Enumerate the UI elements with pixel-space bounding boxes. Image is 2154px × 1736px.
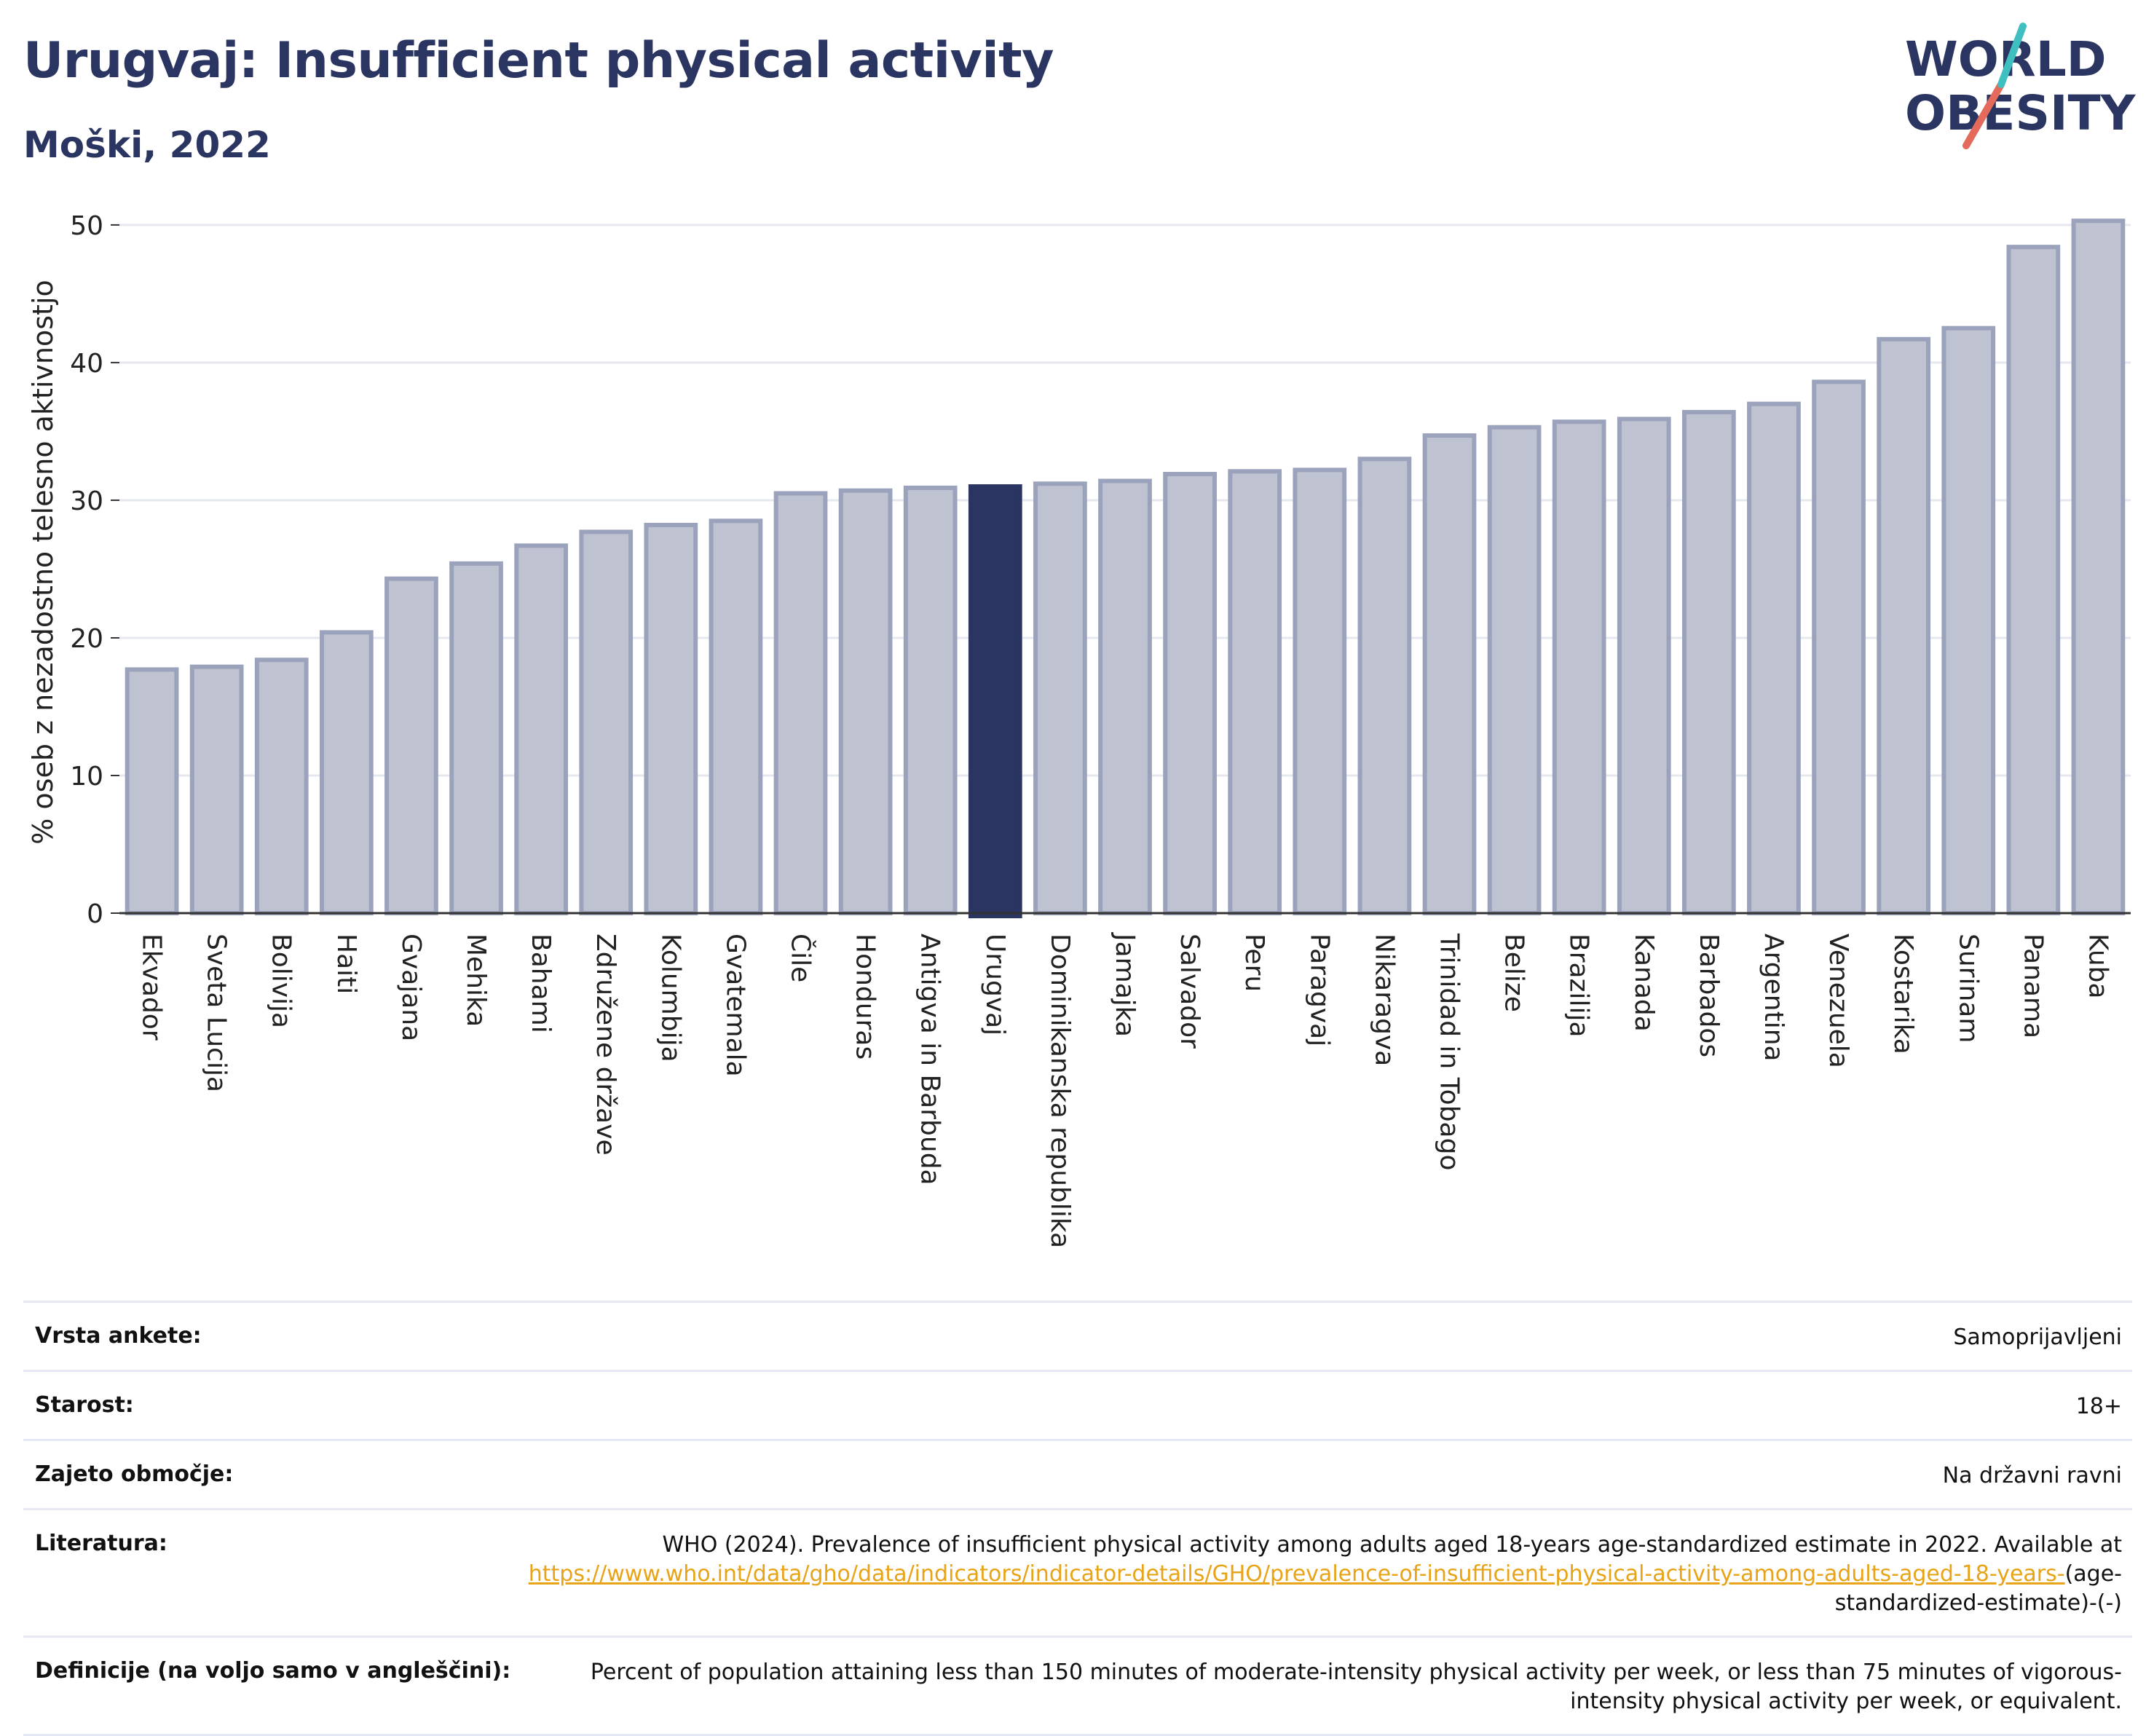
y-tick-label-50: 50 bbox=[70, 211, 103, 241]
x-tick-label: Bolivija bbox=[267, 934, 296, 1028]
info-row-definition: Definicije (na voljo samo v angleščini):… bbox=[23, 1636, 2132, 1736]
y-tick-label-10: 10 bbox=[70, 762, 103, 792]
bar-kuba bbox=[2071, 218, 2126, 915]
x-tick-label: Barbados bbox=[1694, 934, 1724, 1057]
x-tick-label: Dominikanska republika bbox=[1045, 934, 1075, 1248]
bar-nikaragva bbox=[1357, 457, 1412, 915]
bar-antigva-in-barbuda bbox=[903, 485, 958, 915]
bar-panama bbox=[2006, 245, 2061, 916]
bar-peru bbox=[1228, 469, 1282, 915]
bar-jamajka bbox=[1098, 478, 1152, 915]
x-tick-label: Mehika bbox=[461, 934, 491, 1027]
bar-bolivija bbox=[254, 658, 309, 915]
chart-subtitle: Moški, 2022 bbox=[23, 124, 271, 166]
x-tick-label: Argentina bbox=[1759, 934, 1788, 1062]
x-tick-label: Surinam bbox=[1953, 934, 1983, 1043]
x-tick-label: Peru bbox=[1239, 934, 1269, 992]
world-obesity-logo: WORLD OBESITY bbox=[1905, 23, 2137, 149]
age-value: 18+ bbox=[2075, 1394, 2122, 1419]
x-tick-label: Brazilija bbox=[1564, 934, 1594, 1038]
bar-mehika bbox=[449, 561, 503, 915]
coverage-value: Na državni ravni bbox=[1942, 1463, 2122, 1488]
bar-dominikanska-republika bbox=[1033, 481, 1087, 915]
bar-ekvador bbox=[125, 667, 179, 915]
bar-gvajana bbox=[384, 576, 438, 916]
logo-slash-coral bbox=[1962, 81, 2005, 149]
bar-chart: 0 10 20 30 40 50 % oseb z nezadostno telesno a… bbox=[27, 211, 2131, 1248]
x-tick-label: Urugvaj bbox=[980, 934, 1010, 1035]
x-tick-label: Sveta Lucija bbox=[202, 934, 232, 1092]
chart-title: Urugvaj: Insufficient physical activity bbox=[23, 32, 1054, 90]
bar-salvador bbox=[1163, 472, 1217, 915]
x-tick-label: Nikaragva bbox=[1369, 934, 1399, 1066]
info-row-reference: Literatura: WHO (2024). Prevalence of in… bbox=[23, 1508, 2132, 1636]
x-tick-label: Trinidad in Tobago bbox=[1434, 933, 1464, 1170]
x-tick-label: Jamajka bbox=[1110, 932, 1140, 1037]
bar-čile bbox=[773, 491, 828, 915]
bar-honduras bbox=[838, 488, 893, 915]
bar-bahami bbox=[514, 543, 568, 915]
x-tick-label: Belize bbox=[1499, 934, 1529, 1012]
reference-text: WHO (2024). Prevalence of insufficient p… bbox=[662, 1532, 2122, 1558]
x-tick-label: Haiti bbox=[331, 934, 361, 994]
age-label: Starost: bbox=[35, 1392, 134, 1418]
x-tick-label: Kuba bbox=[2083, 934, 2112, 999]
bar-haiti bbox=[319, 630, 374, 916]
reference-label: Literatura: bbox=[35, 1531, 167, 1556]
info-row-age: Starost: 18+ bbox=[23, 1370, 2132, 1439]
survey-type-label: Vrsta ankete: bbox=[35, 1323, 202, 1349]
y-tick-label-40: 40 bbox=[70, 349, 103, 379]
bar-venezuela bbox=[1812, 379, 1866, 915]
x-tick-label: Gvatemala bbox=[720, 934, 750, 1077]
bar-kolumbija bbox=[644, 522, 698, 915]
bar-kostarika bbox=[1877, 336, 1931, 916]
bar-trinidad-in-tobago bbox=[1422, 433, 1477, 915]
y-axis-label: % oseb z nezadostno telesno aktivnostjo bbox=[27, 280, 59, 845]
x-tick-label: Gvajana bbox=[396, 934, 426, 1041]
bar-urugvaj bbox=[968, 484, 1022, 918]
x-tick-label: Združene države bbox=[591, 934, 620, 1156]
y-tick-label-0: 0 bbox=[87, 899, 103, 929]
x-tick-label: Salvador bbox=[1175, 934, 1204, 1049]
x-tick-label: Bahami bbox=[526, 934, 556, 1033]
x-tick-label: Paragvaj bbox=[1304, 934, 1334, 1046]
x-tick-label: Antigva in Barbuda bbox=[915, 934, 945, 1185]
bar-paragvaj bbox=[1293, 467, 1347, 915]
reference-value: WHO (2024). Prevalence of insufficient p… bbox=[505, 1531, 2122, 1618]
logo-text-obesity: OBESITY bbox=[1905, 85, 2137, 141]
bar-sveta-lucija bbox=[189, 664, 244, 915]
x-tick-label: Venezuela bbox=[1823, 934, 1853, 1068]
bar-združene-države bbox=[579, 529, 634, 915]
bar-gvatemala bbox=[709, 518, 763, 915]
bar-argentina bbox=[1747, 401, 1801, 915]
y-tick-label-30: 30 bbox=[70, 486, 103, 516]
definition-label: Definicije (na voljo samo v angleščini): bbox=[35, 1658, 511, 1684]
info-row-survey: Vrsta ankete: Samoprijavljeni bbox=[23, 1301, 2132, 1370]
coverage-label: Zajeto območje: bbox=[35, 1461, 234, 1487]
reference-link[interactable]: https://www.who.int/data/gho/data/indica… bbox=[528, 1561, 2065, 1587]
bar-surinam bbox=[1941, 326, 1996, 915]
definition-value: Percent of population attaining less tha… bbox=[590, 1660, 2122, 1714]
logo-slash-teal bbox=[1997, 23, 2027, 88]
bar-barbados bbox=[1682, 409, 1736, 915]
info-table: Vrsta ankete: Samoprijavljeni Starost: 1… bbox=[23, 1301, 2132, 1736]
y-tick-label-20: 20 bbox=[70, 624, 103, 654]
x-tick-label: Ekvador bbox=[137, 934, 167, 1041]
x-tick-label: Panama bbox=[2018, 934, 2048, 1038]
info-row-coverage: Zajeto območje: Na državni ravni bbox=[23, 1439, 2132, 1508]
x-tick-label: Honduras bbox=[851, 934, 880, 1060]
bar-kanada bbox=[1617, 417, 1671, 915]
x-tick-label: Kanada bbox=[1629, 934, 1659, 1032]
survey-type-value: Samoprijavljeni bbox=[1953, 1325, 2122, 1350]
x-tick-label: Čile bbox=[786, 934, 816, 982]
bar-belize bbox=[1487, 425, 1542, 915]
reference-tail: (age-standardized-estimate)-(-) bbox=[1834, 1561, 2122, 1616]
bar-brazilija bbox=[1552, 419, 1606, 915]
x-tick-label: Kolumbija bbox=[655, 934, 685, 1062]
x-tick-label: Kostarika bbox=[1888, 934, 1918, 1054]
